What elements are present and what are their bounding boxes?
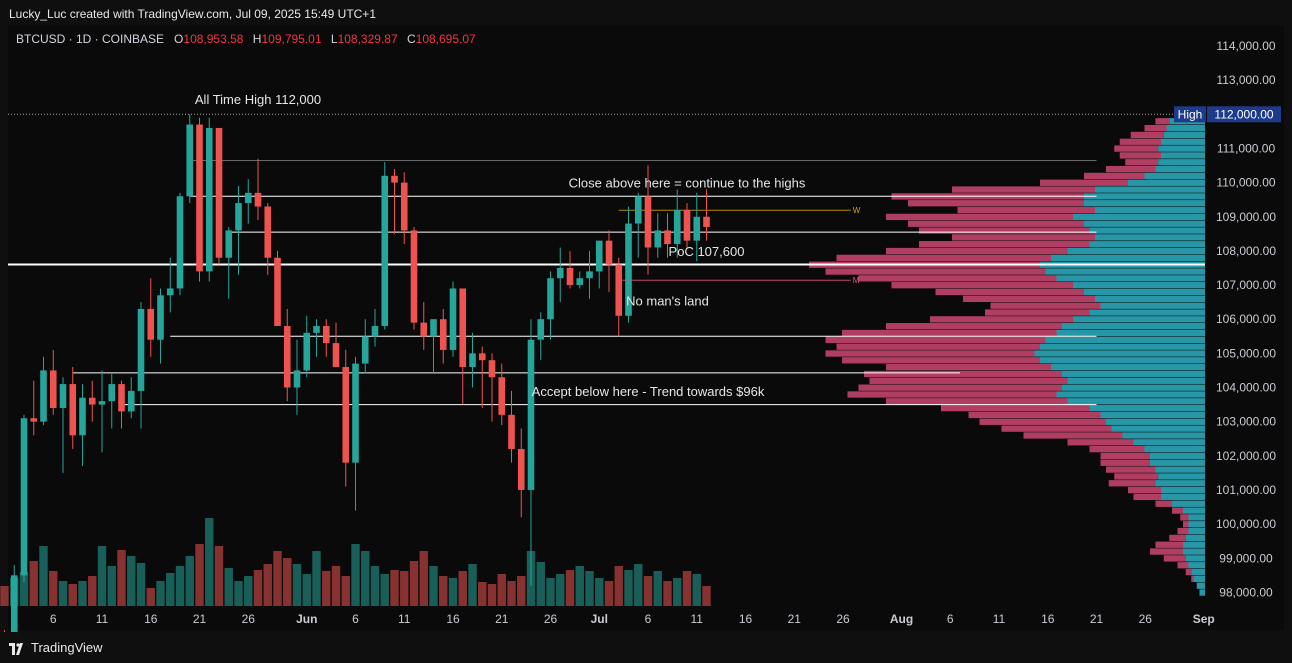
- brand-label: TradingView: [31, 640, 103, 655]
- tradingview-brand[interactable]: TradingView: [9, 640, 103, 655]
- top-bar: Lucky_Luc created with TradingView.com, …: [0, 0, 1292, 26]
- credit-text: Lucky_Luc created with TradingView.com, …: [9, 7, 376, 21]
- high-label: H: [252, 32, 262, 46]
- low-value: 108,329.87: [337, 32, 398, 46]
- open-label: O: [174, 32, 184, 46]
- open-value: 108,953.58: [183, 32, 244, 46]
- high-value: 109,795.01: [261, 32, 322, 46]
- tradingview-logo-icon: [9, 642, 25, 655]
- close-value: 108,695.07: [415, 32, 476, 46]
- bottom-bar: [0, 632, 1292, 663]
- ohlc-legend: BTCUSD · 1D · COINBASE O108,953.58 H109,…: [16, 32, 482, 46]
- symbol-info[interactable]: BTCUSD · 1D · COINBASE: [16, 32, 165, 46]
- chart-panel[interactable]: [8, 26, 1284, 630]
- low-label: L: [330, 32, 338, 46]
- close-label: C: [406, 32, 416, 46]
